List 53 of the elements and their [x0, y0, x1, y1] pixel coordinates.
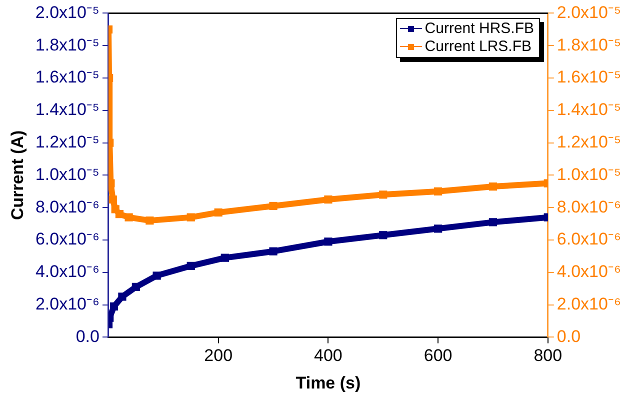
x-tick-label: 600: [424, 346, 452, 366]
point: [132, 282, 140, 292]
y2-tick-label: 2.0x10⁻⁵: [556, 2, 622, 22]
legend-label: Current LRS.FB: [424, 38, 532, 56]
y-tick-label: 1.2x10⁻⁵: [35, 132, 100, 152]
y-tick-label: 1.0x10⁻⁵: [35, 164, 100, 184]
point: [186, 262, 195, 270]
point: [146, 216, 154, 225]
x-tick-label: 200: [204, 346, 233, 366]
y2-tick-label: 1.8x10⁻⁵: [556, 35, 622, 54]
y-tick-label: 2.0x10⁻⁶: [35, 294, 100, 314]
y2-tick-label: 1.4x10⁻⁵: [556, 100, 622, 120]
point: [488, 218, 498, 226]
y-tick-label: 8.0x10⁻⁶: [35, 197, 100, 216]
y-tick-label: 4.0x10⁻⁶: [35, 262, 100, 282]
y2-tick-label: 1.6x10⁻⁵: [556, 68, 622, 87]
point: [379, 231, 388, 240]
point: [115, 210, 124, 218]
y-tick-label: 0.0: [76, 326, 100, 346]
x-tick-label: 800: [534, 346, 562, 366]
y-tick-label: 1.6x10⁻⁵: [35, 68, 100, 87]
point: [434, 187, 442, 196]
point: [379, 190, 388, 199]
point: [269, 202, 278, 210]
y2-tick-label: 1.2x10⁻⁵: [556, 132, 622, 152]
point: [214, 208, 222, 217]
y2-tick-label: 1.0x10⁻⁵: [556, 164, 622, 184]
point: [488, 182, 498, 191]
y2-tick-label: 0.0: [556, 326, 581, 346]
x-axis-title: Time (s): [296, 373, 361, 392]
y-tick-label: 1.8x10⁻⁵: [35, 35, 100, 54]
point: [111, 205, 120, 214]
y2-tick-label: 4.0x10⁻⁶: [556, 262, 621, 282]
x-tick-label: 400: [314, 346, 342, 366]
point: [434, 224, 442, 233]
y2-tick-label: 8.0x10⁻⁶: [556, 197, 621, 216]
y-tick-label: 1.4x10⁻⁵: [35, 100, 100, 120]
y2-tick-label: 2.0x10⁻⁶: [556, 294, 621, 314]
point: [186, 213, 195, 222]
y2-tick-label: 6.0x10⁻⁶: [556, 230, 621, 249]
point: [324, 195, 332, 204]
y-tick-label: 2.0x10⁻⁵: [35, 2, 100, 22]
point: [152, 272, 161, 280]
point: [108, 195, 117, 204]
point: [118, 292, 126, 301]
y-axis-title: Current (A): [8, 130, 27, 220]
point: [324, 238, 332, 246]
point: [124, 213, 133, 222]
legend-label: Current HRS.FB: [424, 20, 534, 38]
y-tick-label: 6.0x10⁻⁶: [35, 230, 100, 249]
point: [110, 302, 118, 310]
point: [220, 254, 229, 262]
point: [269, 247, 278, 256]
